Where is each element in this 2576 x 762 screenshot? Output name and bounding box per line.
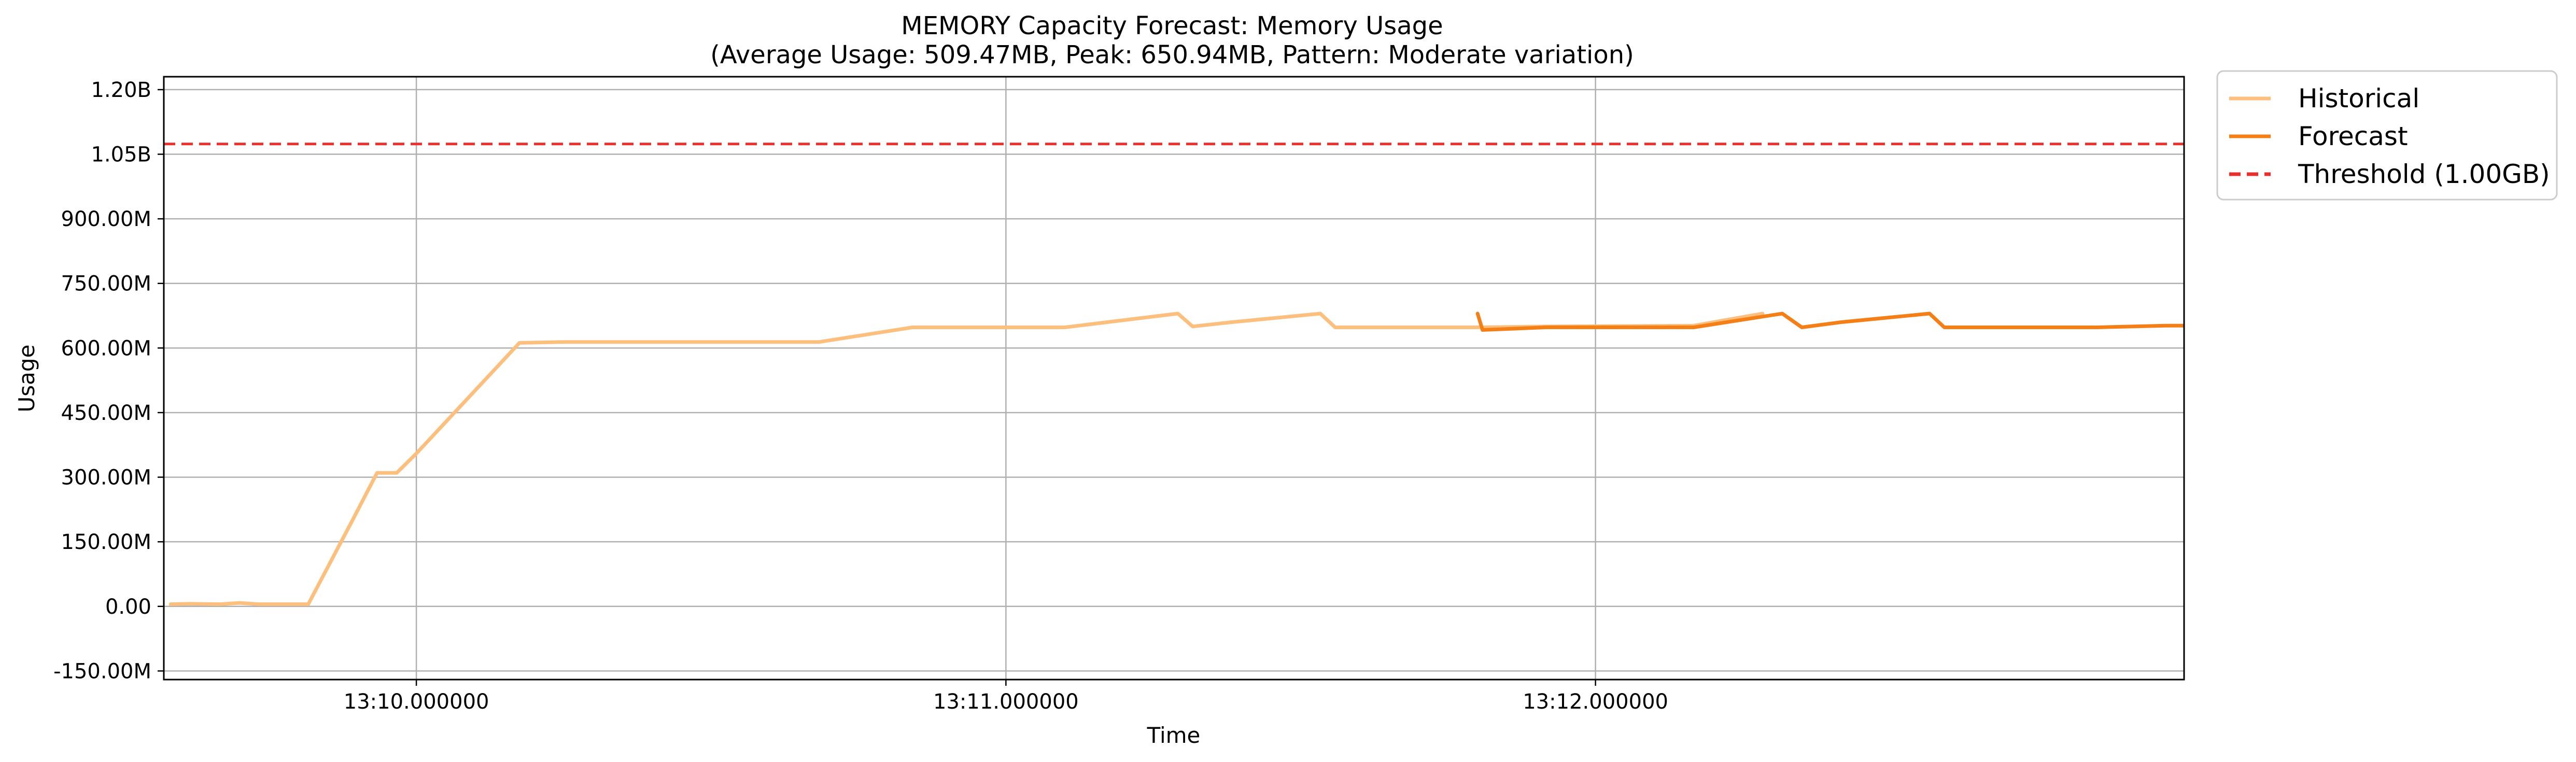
y-tick-label: 300.00M (61, 466, 151, 490)
series-layer (164, 143, 2184, 606)
historical-line (168, 312, 1765, 606)
legend: Historical Forecast Threshold (1.00GB) (2216, 70, 2558, 201)
grid (164, 77, 2184, 680)
y-tick-label: 900.00M (61, 207, 151, 231)
x-axis: 13:10.000000 13:11.000000 13:12.000000 (344, 680, 1668, 714)
plot-frame (163, 76, 2185, 681)
y-tick-label: 1.05B (91, 143, 151, 167)
y-tick-label: 450.00M (61, 401, 151, 425)
x-tick-label: 13:11.000000 (933, 690, 1079, 714)
y-tick-label: 0.00 (105, 595, 151, 619)
x-axis-label: Time (1147, 723, 1201, 748)
legend-box (2216, 70, 2558, 201)
y-axis-label: Usage (14, 345, 39, 413)
chart-subtitle: (Average Usage: 509.47MB, Peak: 650.94MB… (710, 40, 1634, 69)
y-tick-label: -150.00M (53, 659, 151, 683)
y-tick-label: 750.00M (61, 272, 151, 296)
x-tick-label: 13:10.000000 (344, 690, 489, 714)
x-tick-label: 13:12.000000 (1523, 690, 1668, 714)
forecast-line (1475, 312, 2184, 332)
chart-title: MEMORY Capacity Forecast: Memory Usage (901, 11, 1443, 40)
y-tick-label: 1.20B (91, 78, 151, 102)
y-tick-label: 150.00M (61, 530, 151, 554)
y-tick-label: 600.00M (61, 336, 151, 360)
y-axis: -150.00M 0.00 150.00M 300.00M 450.00M 600.00M… (53, 78, 164, 683)
forecast-legend-label: Forecast (2298, 121, 2408, 151)
historical-legend-label: Historical (2298, 83, 2419, 114)
threshold-1-00gb-legend-label: Threshold (1.00GB) (2298, 159, 2550, 189)
